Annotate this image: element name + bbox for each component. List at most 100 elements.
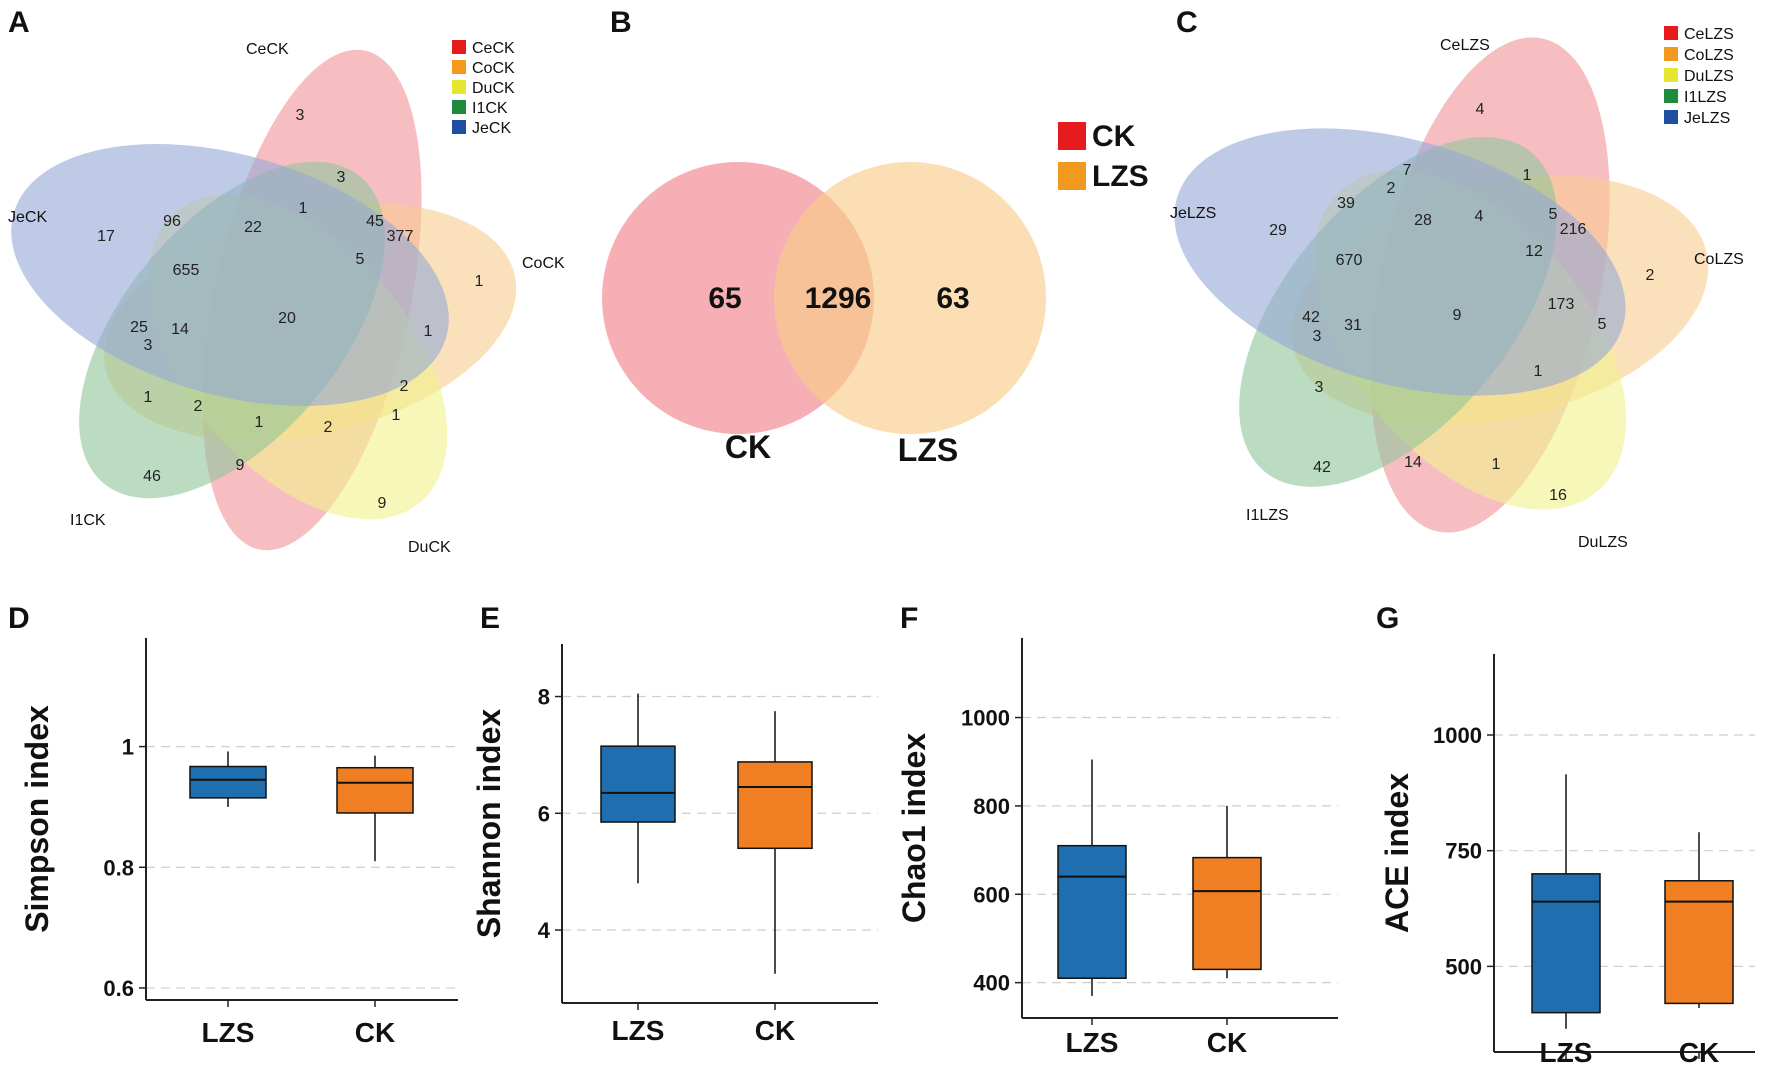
box-lzs	[1057, 844, 1127, 979]
legend-label: JeCK	[472, 120, 511, 137]
venn-c-label-i1lzs: I1LZS	[1246, 507, 1289, 524]
legend-swatch	[452, 60, 466, 74]
y-tick-label: 750	[1445, 839, 1482, 864]
venn-a-count: 9	[378, 495, 387, 512]
box-ck	[737, 761, 813, 850]
legend-swatch	[1058, 122, 1086, 150]
x-tick-label: LZS	[1066, 1027, 1119, 1058]
legend-swatch	[452, 80, 466, 94]
x-tick-label: CK	[355, 1017, 395, 1048]
panel-label-c: C	[1176, 6, 1198, 39]
box-lzs	[1531, 873, 1601, 1014]
venn-a-label-duck: DuCK	[408, 539, 451, 556]
venn-a-count: 45	[366, 213, 384, 230]
legend-swatch	[452, 120, 466, 134]
venn-a-count: 2	[400, 378, 409, 395]
y-tick-label: 6	[538, 801, 550, 826]
legend-swatch	[1058, 162, 1086, 190]
y-tick-label: 0.6	[103, 976, 134, 1001]
legend-swatch	[1664, 89, 1678, 103]
venn-b-count-shared: 1296	[805, 282, 872, 315]
venn-a-label-cock: CoCK	[522, 255, 565, 272]
legend-swatch	[1664, 26, 1678, 40]
y-tick-label: 1000	[1433, 723, 1482, 748]
venn-c-count: 2	[1646, 267, 1655, 284]
box-lzs	[189, 765, 267, 799]
panel-label-g: G	[1376, 602, 1399, 635]
x-tick-label: CK	[755, 1015, 795, 1046]
venn-c-count: 5	[1598, 316, 1607, 333]
panel-label-d: D	[8, 602, 30, 635]
venn-a-count: 25	[130, 319, 148, 336]
venn-c-count: 42	[1313, 459, 1331, 476]
venn-a-count: 3	[296, 107, 305, 124]
legend-label: CoLZS	[1684, 47, 1734, 64]
venn-a-count: 655	[173, 262, 200, 279]
legend-label: I1CK	[472, 100, 508, 117]
legend-label: CK	[1092, 120, 1136, 153]
box-lzs	[600, 745, 676, 823]
venn-a-count: 20	[278, 310, 296, 327]
y-tick-label: 500	[1445, 954, 1482, 979]
legend-label: CoCK	[472, 60, 515, 77]
venn-a-count: 1	[299, 200, 308, 217]
venn-a-count: 14	[171, 321, 189, 338]
venn-a-count: 46	[143, 468, 161, 485]
panel-g: G 500 750 1000 ACE index LZS CK	[1376, 602, 1755, 1068]
y-tick-label: 1	[122, 735, 134, 760]
venn-c-count: 216	[1560, 221, 1587, 238]
venn-b-label-ck: CK	[725, 429, 771, 465]
venn-a-count: 96	[163, 213, 181, 230]
venn-c-count: 39	[1337, 195, 1355, 212]
y-axis-label: ACE index	[1379, 773, 1415, 933]
venn-c-label-jelzs: JeLZS	[1170, 205, 1216, 222]
legend-swatch	[452, 40, 466, 54]
panel-f: F 400 600 800 1000 Chao1 index LZS CK	[896, 602, 1338, 1058]
panel-label-f: F	[900, 602, 918, 635]
venn-c-count: 1	[1534, 363, 1543, 380]
venn-c-count: 4	[1476, 101, 1485, 118]
venn-a-count: 3	[144, 337, 153, 354]
panel-c: C CeLZS CoLZS DuLZS I1LZS JeLZS 4 7 2 1 …	[1170, 6, 1744, 551]
venn-c-count: 670	[1336, 252, 1363, 269]
venn-c-count: 42	[1302, 309, 1320, 326]
venn-c-label-colzs: CoLZS	[1694, 251, 1744, 268]
y-axis-label: Simpson index	[19, 705, 55, 933]
venn-a-count: 1	[475, 273, 484, 290]
y-axis-label: Shannon index	[471, 709, 507, 939]
panel-label-a: A	[8, 6, 30, 39]
venn-b-label-lzs: LZS	[898, 432, 958, 468]
venn-c-count: 29	[1269, 222, 1287, 239]
venn-c-count: 173	[1548, 296, 1575, 313]
x-tick-label: CK	[1207, 1027, 1247, 1058]
venn-a-count: 3	[337, 169, 346, 186]
legend-label: DuCK	[472, 80, 515, 97]
venn-c-label-celzs: CeLZS	[1440, 37, 1490, 54]
venn-c-count: 1	[1492, 456, 1501, 473]
venn-b-count-lzs-only: 63	[936, 282, 969, 315]
panel-d: D 0.6 0.8 1 Simpson index LZS CK	[8, 602, 458, 1048]
venn-c-count: 16	[1549, 487, 1567, 504]
legend-label: CeLZS	[1684, 26, 1734, 43]
venn-b-count-ck-only: 65	[708, 282, 741, 315]
venn-a-count: 1	[144, 389, 153, 406]
venn-c-count: 3	[1315, 379, 1324, 396]
y-tick-label: 800	[973, 794, 1010, 819]
x-tick-label: LZS	[612, 1015, 665, 1046]
venn-a-ellipse-jeck	[11, 144, 449, 406]
venn-b-legend: CK LZS	[1058, 120, 1149, 193]
venn-c-count: 31	[1344, 317, 1362, 334]
x-tick-label: CK	[1679, 1037, 1719, 1068]
y-tick-label: 1000	[961, 706, 1010, 731]
venn-a-count: 1	[392, 407, 401, 424]
venn-a-label-ceck: CeCK	[246, 41, 289, 58]
legend-label: JeLZS	[1684, 110, 1730, 127]
box-ck	[1664, 880, 1734, 1005]
venn-c-label-dulzs: DuLZS	[1578, 534, 1628, 551]
box-ck	[336, 766, 414, 814]
venn-a-count: 17	[97, 228, 115, 245]
legend-swatch	[1664, 68, 1678, 82]
venn-c-count: 4	[1475, 208, 1484, 225]
venn-a-count: 1	[255, 414, 264, 431]
